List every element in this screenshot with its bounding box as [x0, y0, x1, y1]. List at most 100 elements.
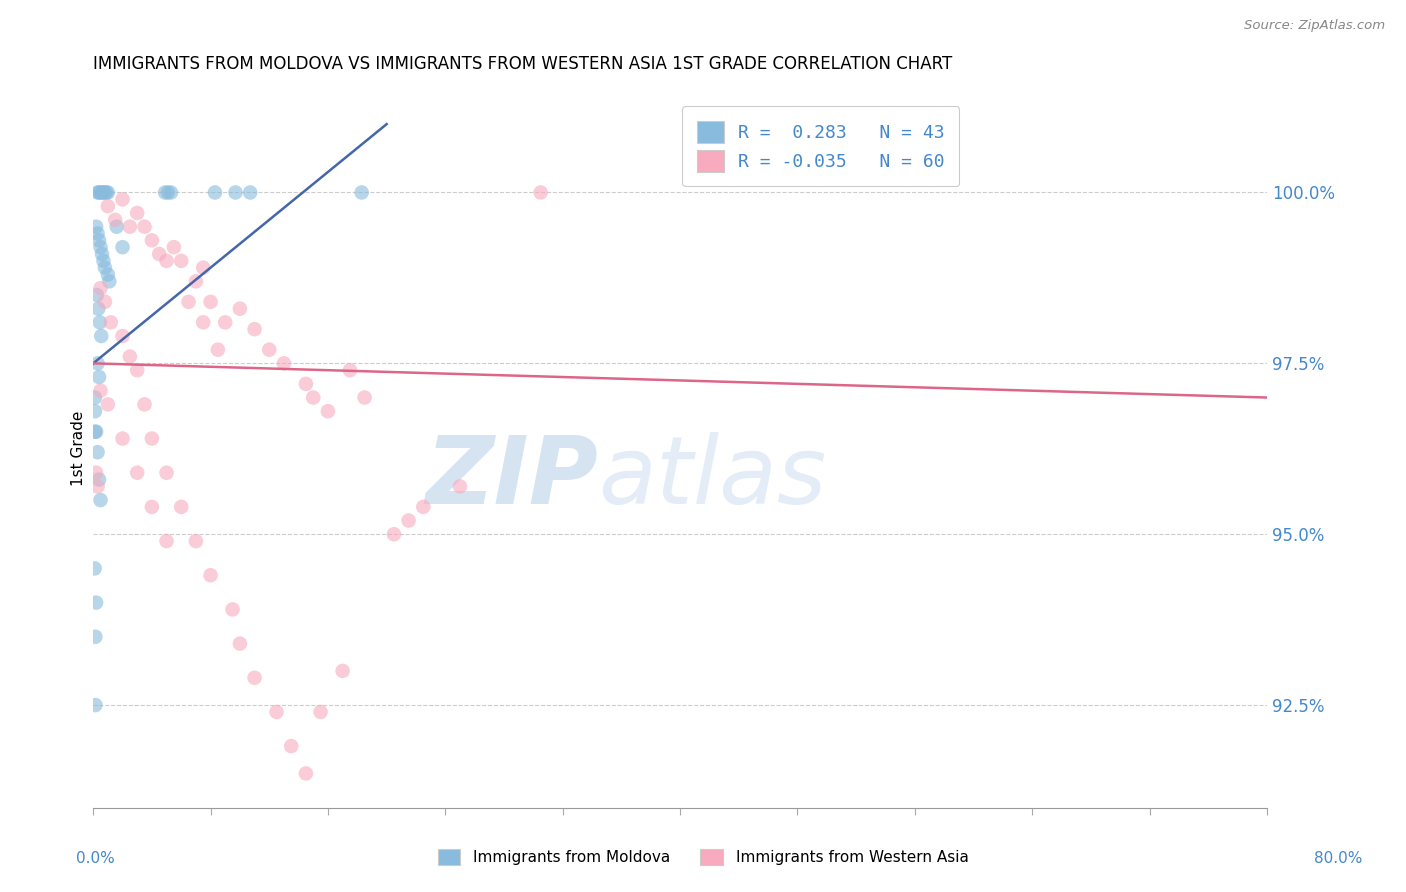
- Point: [87, 233, 110, 247]
- Point: [141, 233, 163, 247]
- Point: [84, 466, 107, 480]
- Point: [111, 329, 134, 343]
- Point: [184, 274, 207, 288]
- Y-axis label: 1st Grade: 1st Grade: [72, 411, 86, 486]
- Text: 80.0%: 80.0%: [1315, 852, 1362, 866]
- Point: [204, 186, 226, 200]
- Point: [89, 240, 111, 254]
- Point: [91, 186, 114, 200]
- Point: [339, 363, 361, 377]
- Point: [155, 253, 177, 268]
- Point: [200, 568, 222, 582]
- Point: [273, 356, 295, 370]
- Legend: R =  0.283   N = 43, R = -0.035   N = 60: R = 0.283 N = 43, R = -0.035 N = 60: [682, 106, 959, 186]
- Point: [105, 219, 128, 234]
- Point: [86, 186, 108, 200]
- Point: [200, 294, 222, 309]
- Point: [104, 212, 127, 227]
- Point: [224, 186, 246, 200]
- Point: [87, 301, 110, 316]
- Point: [84, 219, 107, 234]
- Point: [332, 664, 354, 678]
- Point: [84, 425, 107, 439]
- Point: [89, 384, 111, 398]
- Text: atlas: atlas: [598, 432, 827, 523]
- Point: [316, 404, 339, 418]
- Point: [83, 561, 105, 575]
- Point: [86, 479, 108, 493]
- Point: [86, 356, 108, 370]
- Point: [148, 247, 170, 261]
- Point: [93, 253, 115, 268]
- Point: [398, 514, 420, 528]
- Point: [141, 500, 163, 514]
- Point: [86, 288, 108, 302]
- Point: [94, 260, 117, 275]
- Point: [229, 637, 252, 651]
- Point: [89, 493, 111, 508]
- Point: [257, 343, 280, 357]
- Point: [153, 186, 176, 200]
- Point: [87, 186, 110, 200]
- Point: [134, 397, 156, 411]
- Point: [295, 376, 318, 391]
- Point: [280, 739, 302, 753]
- Text: ZIP: ZIP: [425, 432, 598, 524]
- Point: [96, 186, 118, 200]
- Point: [90, 329, 112, 343]
- Point: [156, 186, 179, 200]
- Point: [84, 698, 107, 712]
- Text: 0.0%: 0.0%: [76, 852, 115, 866]
- Point: [84, 596, 107, 610]
- Point: [229, 301, 252, 316]
- Point: [111, 192, 134, 206]
- Text: IMMIGRANTS FROM MOLDOVA VS IMMIGRANTS FROM WESTERN ASIA 1ST GRADE CORRELATION CH: IMMIGRANTS FROM MOLDOVA VS IMMIGRANTS FR…: [93, 55, 952, 73]
- Point: [309, 705, 332, 719]
- Text: Source: ZipAtlas.com: Source: ZipAtlas.com: [1244, 19, 1385, 31]
- Point: [97, 186, 120, 200]
- Point: [100, 315, 122, 329]
- Legend: Immigrants from Moldova, Immigrants from Western Asia: Immigrants from Moldova, Immigrants from…: [432, 843, 974, 871]
- Point: [98, 274, 121, 288]
- Point: [530, 186, 553, 200]
- Point: [94, 294, 117, 309]
- Point: [170, 500, 193, 514]
- Point: [302, 391, 325, 405]
- Point: [93, 186, 115, 200]
- Point: [86, 445, 108, 459]
- Point: [97, 199, 120, 213]
- Point: [412, 500, 434, 514]
- Point: [163, 240, 186, 254]
- Point: [84, 391, 107, 405]
- Point: [91, 247, 114, 261]
- Point: [243, 322, 266, 336]
- Point: [155, 466, 177, 480]
- Point: [86, 227, 108, 241]
- Point: [177, 294, 200, 309]
- Point: [127, 206, 149, 220]
- Point: [184, 534, 207, 549]
- Point: [127, 466, 149, 480]
- Point: [111, 432, 134, 446]
- Point: [207, 343, 229, 357]
- Point: [193, 260, 215, 275]
- Point: [89, 186, 111, 200]
- Point: [353, 391, 375, 405]
- Point: [84, 630, 107, 644]
- Point: [155, 534, 177, 549]
- Point: [243, 671, 266, 685]
- Point: [295, 766, 318, 780]
- Point: [170, 253, 193, 268]
- Point: [214, 315, 236, 329]
- Point: [97, 268, 120, 282]
- Point: [87, 473, 110, 487]
- Point: [84, 425, 107, 439]
- Point: [89, 315, 111, 329]
- Point: [239, 186, 262, 200]
- Point: [141, 432, 163, 446]
- Point: [111, 240, 134, 254]
- Point: [193, 315, 215, 329]
- Point: [350, 186, 373, 200]
- Point: [84, 404, 107, 418]
- Point: [160, 186, 183, 200]
